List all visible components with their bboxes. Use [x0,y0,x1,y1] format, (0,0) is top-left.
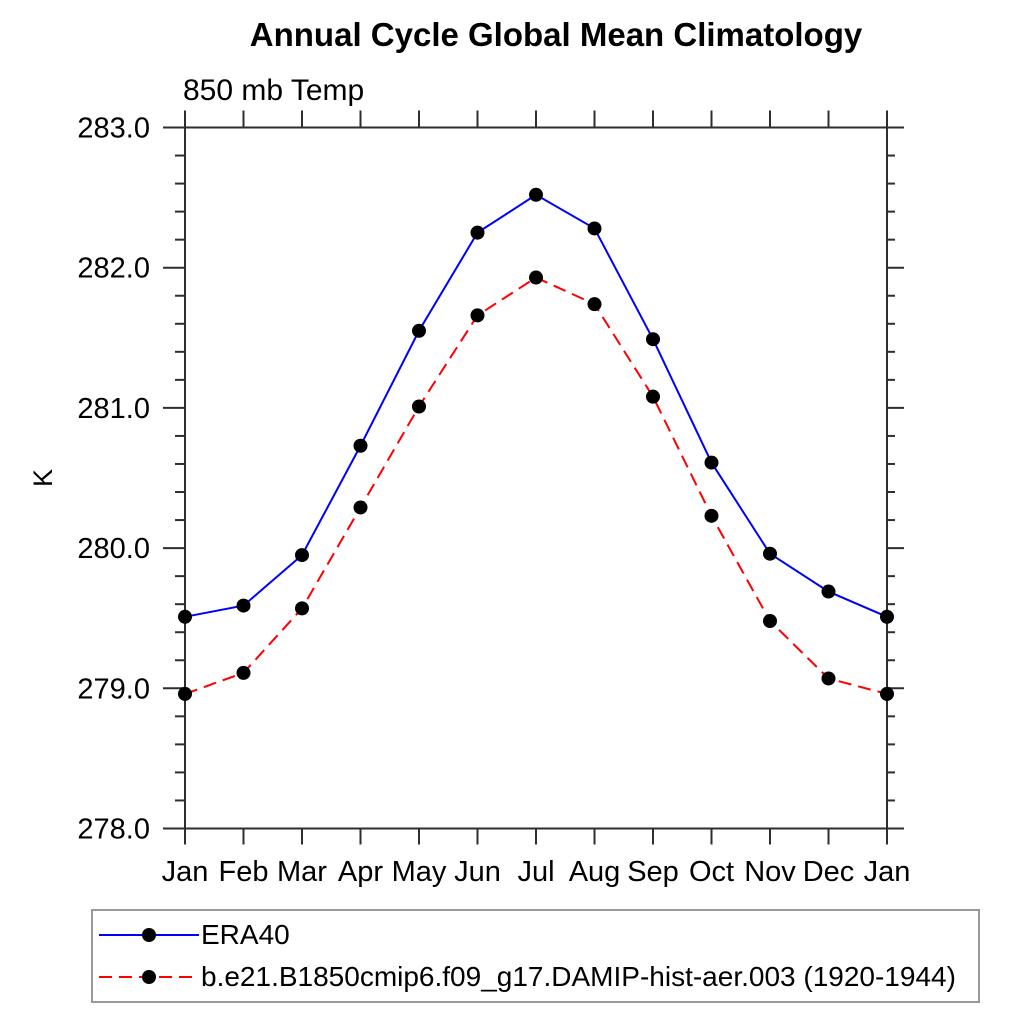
y-tick-label: 279.0 [77,673,150,705]
data-point-marker [704,455,719,470]
plot-frame [184,126,888,830]
y-tick-label: 282.0 [77,253,150,285]
legend-label-model: b.e21.B1850cmip6.f09_g17.DAMIP-hist-aer.… [201,961,956,992]
data-point-marker [529,187,543,202]
legend: ERA40 b.e21.B1850cmip6.f09_g17.DAMIP-his… [91,909,980,1003]
data-point-marker [412,323,426,338]
data-point-marker [353,438,368,453]
data-point-marker [704,508,719,523]
data-point-marker [236,598,251,613]
data-point-marker [821,671,836,686]
y-axis-unit-label: K [28,469,58,487]
x-tick-label: Aug [569,856,621,888]
legend-label-era40: ERA40 [201,919,290,950]
legend-item-model: b.e21.B1850cmip6.f09_g17.DAMIP-hist-aer.… [97,956,978,998]
x-tick-label: Mar [277,856,327,888]
data-point-marker [646,389,660,404]
data-point-marker [763,546,777,561]
legend-line-sample-era40 [99,928,199,942]
legend-line-sample-model [99,970,199,984]
data-point-marker [412,399,426,414]
data-point-marker [529,270,543,285]
data-point-marker [178,609,192,624]
y-tick-label: 281.0 [77,393,150,425]
legend-marker-1 [142,970,156,984]
x-tick-label: Dec [803,856,855,888]
chart-subtitle: 850 mb Temp [183,74,365,107]
x-tick-label: Jan [864,856,911,888]
data-point-marker [295,548,309,563]
x-tick-label: Jun [454,856,501,888]
x-tick-label: Nov [744,856,796,888]
x-tick-label: Jan [162,856,209,888]
data-point-marker [470,225,485,240]
data-point-marker [880,609,894,624]
y-tick-label: 278.0 [77,814,150,846]
series-line-0 [184,193,888,618]
legend-marker-0 [142,928,156,942]
chart-title: Annual Cycle Global Mean Climatology [249,16,863,53]
series-line-1 [184,276,888,695]
data-point-marker [353,500,368,515]
x-tick-label: Jul [517,856,554,888]
data-point-marker [821,584,836,599]
data-point-marker [295,601,309,616]
y-tick-label: 280.0 [77,533,150,565]
data-point-marker [587,297,602,312]
x-tick-label: Feb [219,856,269,888]
data-point-marker [178,686,192,701]
data-point-marker [880,686,894,701]
data-point-marker [763,614,777,629]
data-point-marker [470,308,485,323]
x-tick-label: May [392,856,447,888]
x-tick-label: Sep [627,856,679,888]
x-tick-label: Oct [689,856,734,888]
data-point-marker [587,221,602,236]
y-tick-label: 283.0 [77,113,150,145]
data-point-marker [236,665,251,680]
data-point-marker [646,332,660,347]
x-tick-label: Apr [338,856,383,888]
legend-item-era40: ERA40 [97,914,978,956]
